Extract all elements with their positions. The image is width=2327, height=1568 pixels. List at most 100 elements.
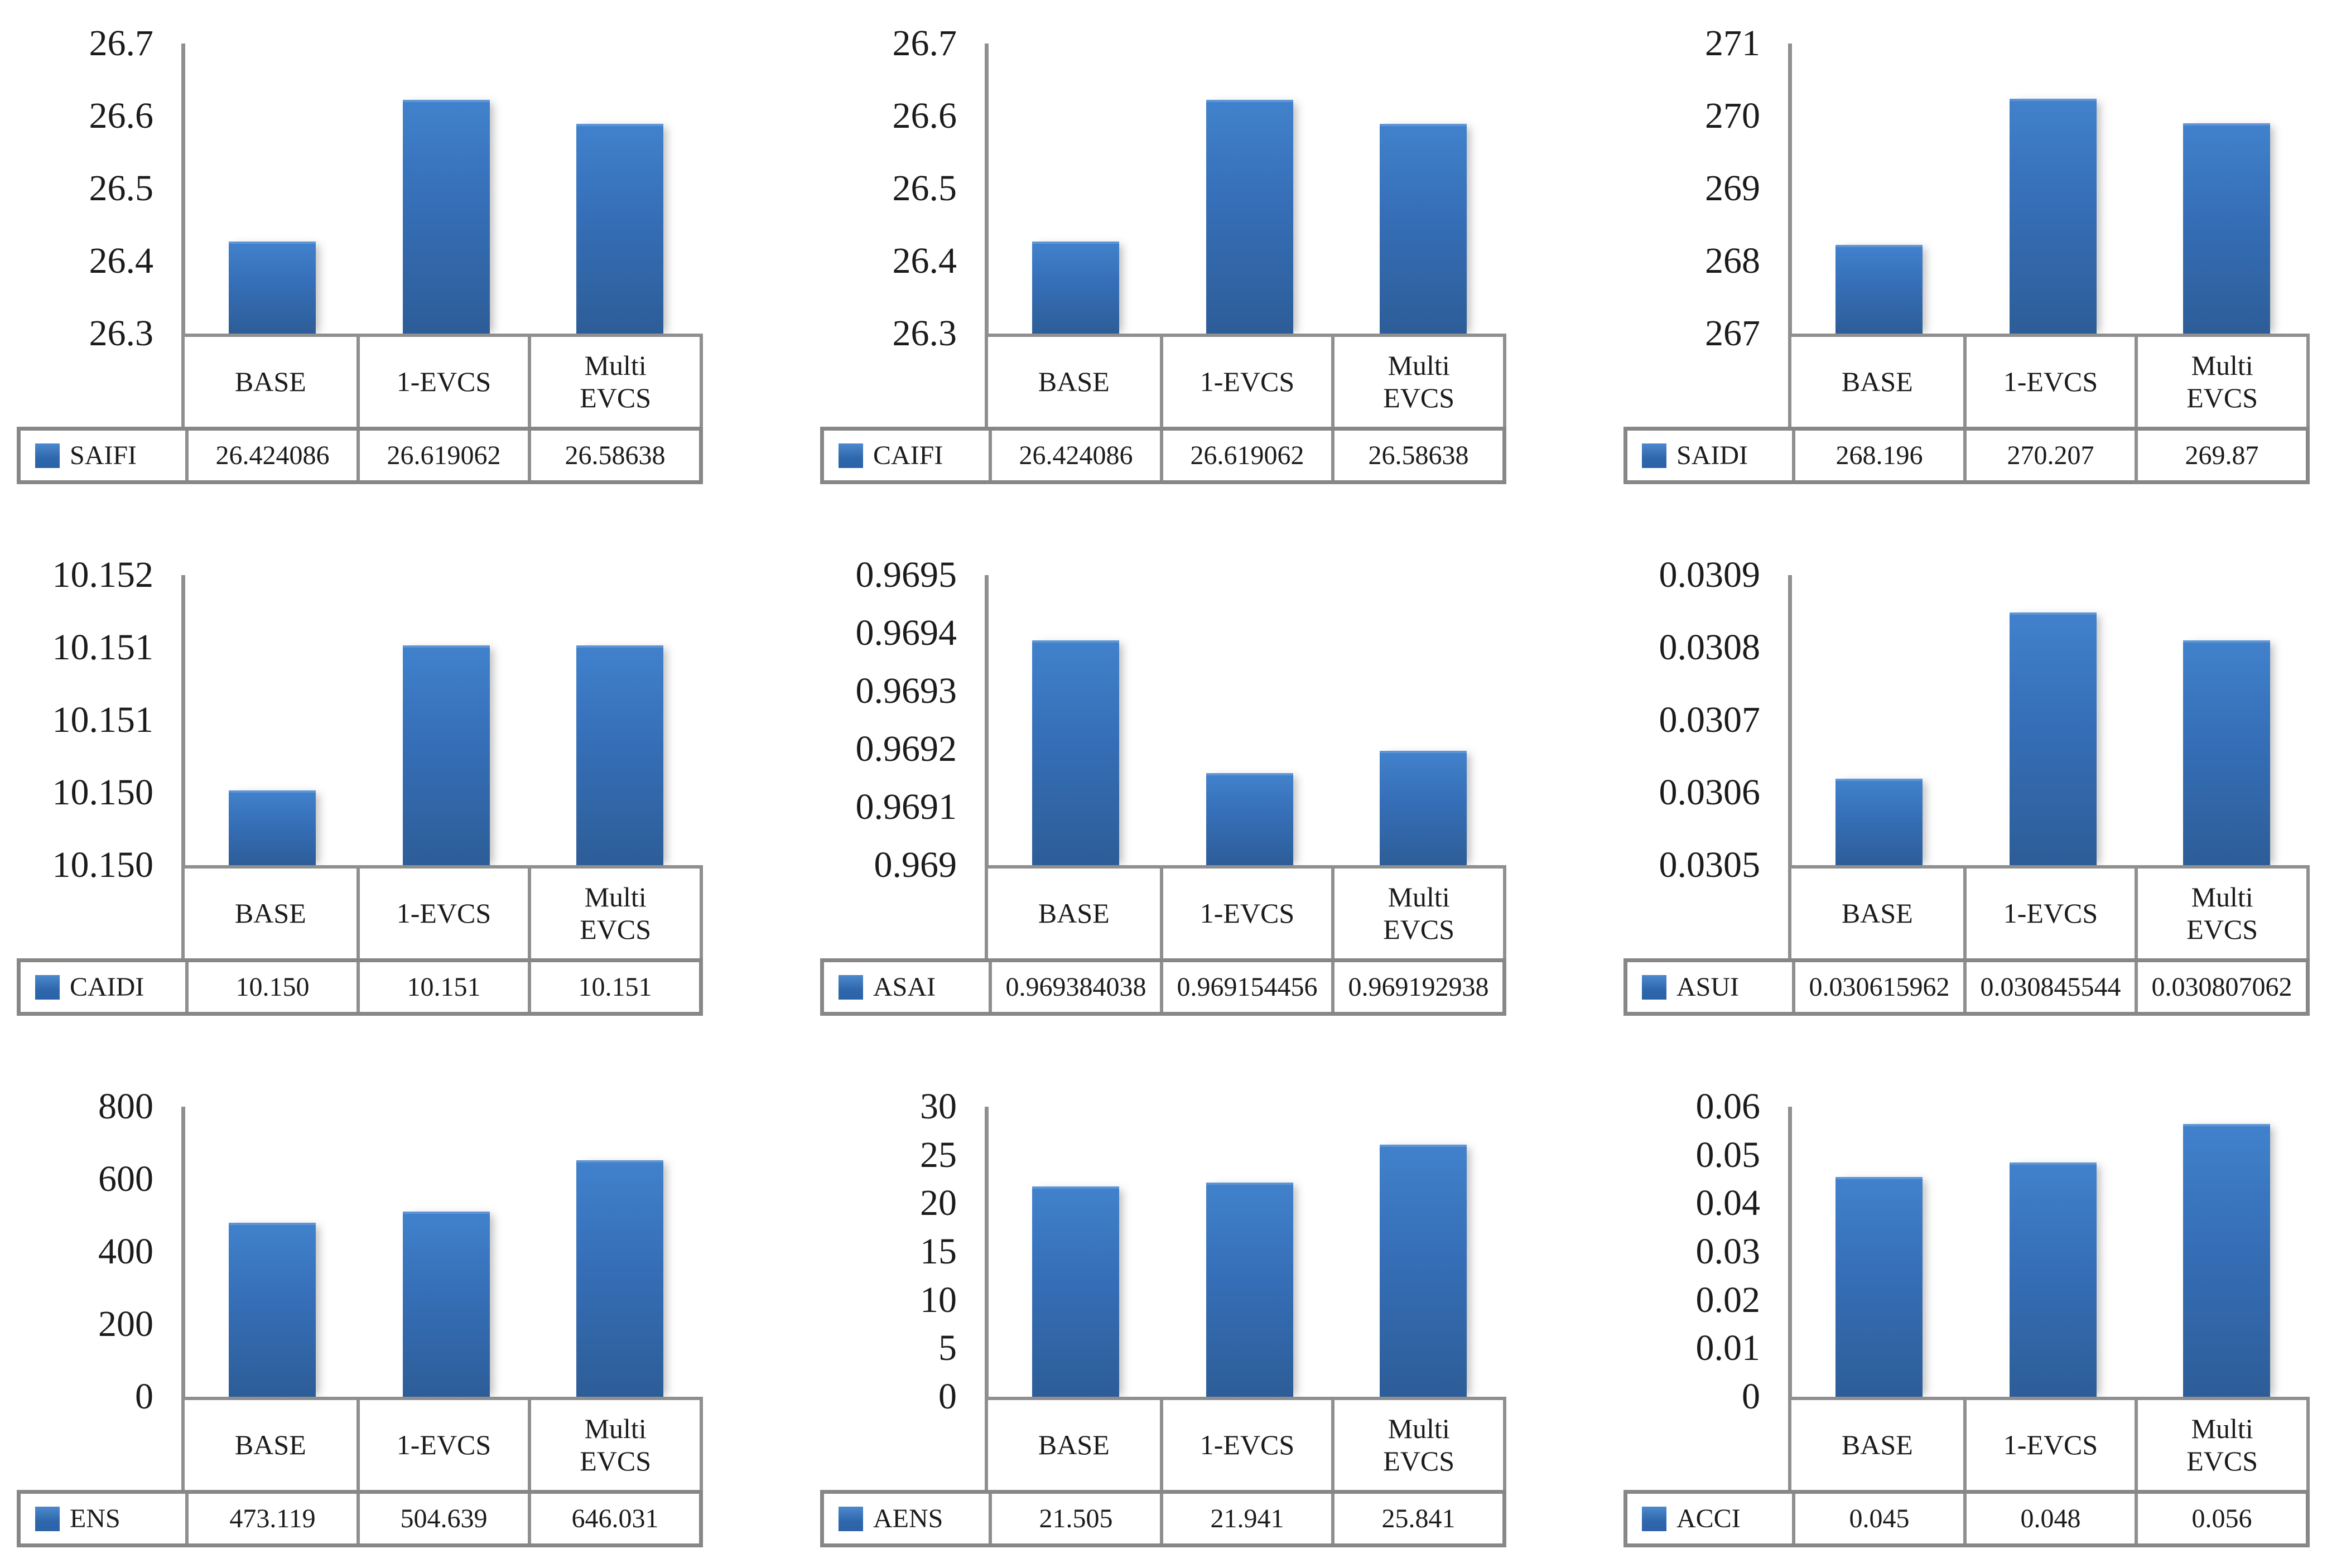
category-label: BASE <box>1841 365 1913 397</box>
bar-base <box>1032 241 1119 334</box>
data-table-row: AENS 21.505 21.941 25.841 <box>820 1490 1506 1547</box>
value-cell: 0.045 <box>1792 1494 1963 1543</box>
value-cell: 0.030615962 <box>1792 962 1963 1012</box>
series-name: CAIFI <box>873 441 943 470</box>
data-table-row: CAIFI 26.424086 26.619062 26.58638 <box>820 427 1506 484</box>
bar-base <box>229 1223 316 1397</box>
y-axis-tick-label: 26.3 <box>89 313 154 354</box>
bar-1-evcs <box>1206 100 1293 334</box>
y-axis-tick-label: 0.0305 <box>1659 845 1761 885</box>
bar-base <box>1835 1177 1923 1397</box>
y-axis: 0.06 0.05 0.04 0.03 0.02 0.01 0 <box>1623 1088 1788 1415</box>
y-axis-tick-label: 25 <box>920 1134 957 1175</box>
value-cell: 270.207 <box>1963 431 2135 480</box>
y-axis-tick-label: 0.04 <box>1695 1183 1761 1224</box>
y-axis-tick-label: 26.3 <box>892 313 957 354</box>
bar-1-evcs <box>1206 773 1293 865</box>
y-axis-tick-label: 0.03 <box>1695 1231 1761 1272</box>
category-label: Multi EVCS <box>2135 869 2306 958</box>
legend-cell: CAIFI <box>824 431 989 480</box>
data-table-row: ASUI 0.030615962 0.030845544 0.030807062 <box>1623 958 2310 1016</box>
y-axis-tick-label: 26.4 <box>89 240 154 281</box>
legend-swatch-icon <box>839 1506 863 1531</box>
category-label: Multi EVCS <box>528 869 700 958</box>
chart-asai: 0.9695 0.9694 0.9693 0.9692 0.9691 0.969 BASE… <box>820 542 1510 1016</box>
y-axis: 271 270 269 268 267 <box>1623 25 1788 352</box>
category-header-row: BASE 1-EVCS Multi EVCS <box>181 1397 703 1490</box>
value-cell: 0.030807062 <box>2135 962 2306 1012</box>
y-axis-tick-label: 0.969 <box>874 845 957 885</box>
bar-base <box>1835 244 1923 334</box>
y-axis-tick-label: 200 <box>98 1304 153 1344</box>
value-cell: 269.87 <box>2135 431 2306 480</box>
chart-ens: 800 600 400 200 0 BASE 1-EVCS Multi EVCS ENS 47… <box>17 1073 707 1547</box>
series-name: ASAI <box>873 972 936 1002</box>
y-axis-tick-label: 0.0306 <box>1659 772 1761 813</box>
legend-swatch-icon <box>839 974 863 1000</box>
category-label: BASE <box>234 1429 306 1460</box>
category-label: BASE <box>234 365 306 397</box>
y-axis-tick-label: 600 <box>98 1159 153 1199</box>
y-axis: 30 25 20 15 10 5 0 <box>820 1088 985 1415</box>
y-axis-tick-label: 20 <box>920 1183 957 1224</box>
series-name: SAIFI <box>70 441 137 470</box>
y-axis-tick-label: 26.5 <box>89 168 154 209</box>
y-axis-tick-label: 10 <box>920 1279 957 1320</box>
y-axis: 0.9695 0.9694 0.9693 0.9692 0.9691 0.969 <box>820 557 985 884</box>
plot-area <box>1788 44 2314 334</box>
y-axis: 26.7 26.6 26.5 26.4 26.3 <box>17 25 181 352</box>
series-name: CAIDI <box>70 972 144 1002</box>
legend-swatch-icon <box>1642 974 1666 1000</box>
bar-base <box>1835 779 1923 865</box>
category-header-row: BASE 1-EVCS Multi EVCS <box>181 865 703 958</box>
bar-1-evcs <box>403 100 490 334</box>
category-header-row: BASE 1-EVCS Multi EVCS <box>985 865 1506 958</box>
category-label: 1-EVCS <box>356 337 528 427</box>
y-axis: 0.0309 0.0308 0.0307 0.0306 0.0305 <box>1623 557 1788 884</box>
y-axis-tick-label: 400 <box>98 1231 153 1272</box>
category-header-row: BASE 1-EVCS Multi EVCS <box>1788 1397 2310 1490</box>
plot-area <box>985 44 1510 334</box>
category-label: 1-EVCS <box>1963 337 2135 427</box>
bar-1-evcs <box>2010 99 2097 334</box>
y-axis-tick-label: 268 <box>1705 240 1760 281</box>
bar-1-evcs <box>403 1212 490 1397</box>
category-header-row: BASE 1-EVCS Multi EVCS <box>1788 865 2310 958</box>
category-label: BASE <box>234 897 306 929</box>
y-axis-tick-label: 26.5 <box>892 168 957 209</box>
plot-area <box>181 44 707 334</box>
legend-cell: SAIDI <box>1627 431 1792 480</box>
y-axis-tick-label: 10.150 <box>52 845 154 885</box>
y-axis-tick-label: 26.7 <box>892 23 957 64</box>
plot-area <box>181 1107 707 1397</box>
value-cell: 504.639 <box>356 1494 528 1543</box>
category-label: BASE <box>1841 897 1913 929</box>
legend-swatch-icon <box>35 443 60 468</box>
category-label: BASE <box>1038 1429 1110 1460</box>
y-axis-tick-label: 0 <box>135 1376 153 1417</box>
series-name: AENS <box>873 1504 943 1533</box>
bar-base <box>229 790 316 865</box>
category-label: Multi EVCS <box>2135 337 2306 427</box>
value-cell: 21.505 <box>989 1494 1160 1543</box>
value-cell: 26.424086 <box>989 431 1160 480</box>
bar-1-evcs <box>1206 1182 1293 1397</box>
bar-multi-evcs <box>2183 1123 2270 1397</box>
chart-saifi: 26.7 26.6 26.5 26.4 26.3 BASE 1-EVCS Multi EVC… <box>17 10 707 484</box>
category-header-row: BASE 1-EVCS Multi EVCS <box>985 1397 1506 1490</box>
category-label: 1-EVCS <box>356 869 528 958</box>
y-axis-tick-label: 0.02 <box>1695 1279 1761 1320</box>
data-table-row: ENS 473.119 504.639 646.031 <box>17 1490 703 1547</box>
plot-area <box>985 575 1510 865</box>
bar-1-evcs <box>403 645 490 865</box>
y-axis-tick-label: 270 <box>1705 95 1760 136</box>
category-header-row: BASE 1-EVCS Multi EVCS <box>1788 334 2310 427</box>
y-axis-tick-label: 0.9695 <box>855 554 957 595</box>
legend-swatch-icon <box>1642 443 1666 468</box>
legend-cell: CAIDI <box>21 962 185 1012</box>
y-axis-tick-label: 0.06 <box>1695 1086 1761 1127</box>
data-table-row: SAIDI 268.196 270.207 269.87 <box>1623 427 2310 484</box>
y-axis-tick-label: 26.6 <box>89 95 154 136</box>
value-cell: 646.031 <box>528 1494 699 1543</box>
